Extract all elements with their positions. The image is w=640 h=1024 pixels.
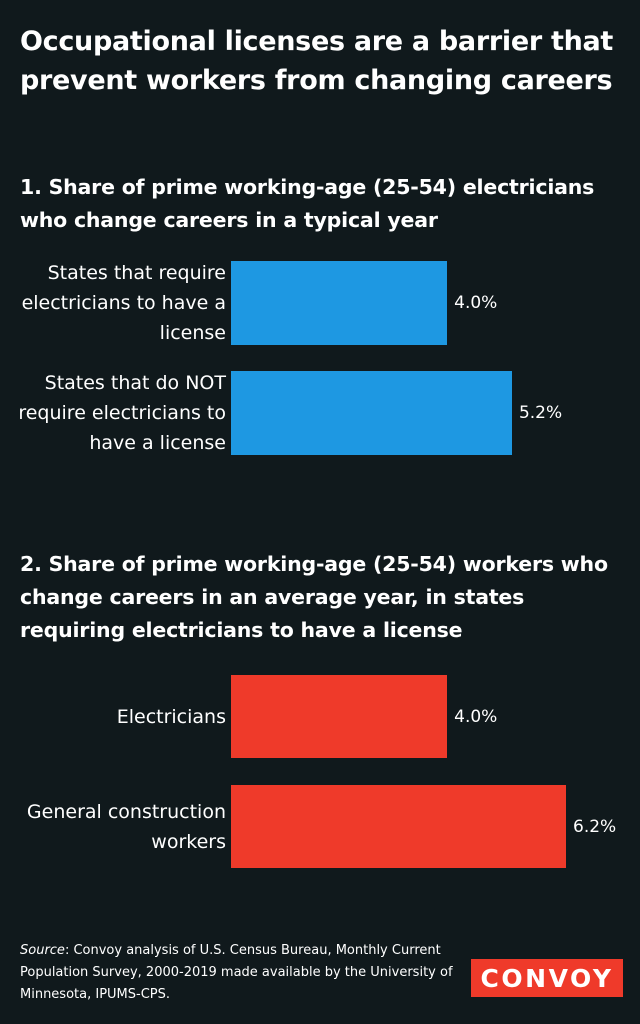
bar-row: States that require electricians to have… xyxy=(0,261,640,345)
category-label: States that require electricians to have… xyxy=(21,262,226,344)
category-label: States that do NOT require electricians … xyxy=(18,372,226,454)
category-label: General construction workers xyxy=(26,800,226,853)
data-label: 4.0% xyxy=(454,706,498,727)
source-note: Source: Convoy analysis of U.S. Census B… xyxy=(20,940,460,1006)
bar-row: General construction workers 6.2% xyxy=(0,785,640,868)
source-text: : Convoy analysis of U.S. Census Bureau,… xyxy=(20,943,453,1002)
bar xyxy=(231,675,448,758)
convoy-logo: CONVOY xyxy=(471,959,623,997)
bar xyxy=(231,785,566,868)
chart-1-title: 1. Share of prime working-age (25-54) el… xyxy=(20,175,595,232)
data-label: 4.0% xyxy=(454,293,498,313)
category-label: Electricians xyxy=(116,705,226,728)
bar xyxy=(231,261,448,345)
chart-2: Electricians 4.0% General construction w… xyxy=(0,674,640,869)
data-label: 5.2% xyxy=(518,403,563,423)
source-prefix: Source xyxy=(20,943,65,958)
data-label: 6.2% xyxy=(573,816,617,837)
chart-2-title: 2. Share of prime working-age (25-54) wo… xyxy=(20,552,608,642)
bar-row: Electricians 4.0% xyxy=(0,675,640,758)
bar xyxy=(231,371,512,455)
chart-1: States that require electricians to have… xyxy=(0,260,640,455)
bar-row: States that do NOT require electricians … xyxy=(0,371,640,455)
page-title: Occupational licenses are a barrier that… xyxy=(20,26,614,96)
